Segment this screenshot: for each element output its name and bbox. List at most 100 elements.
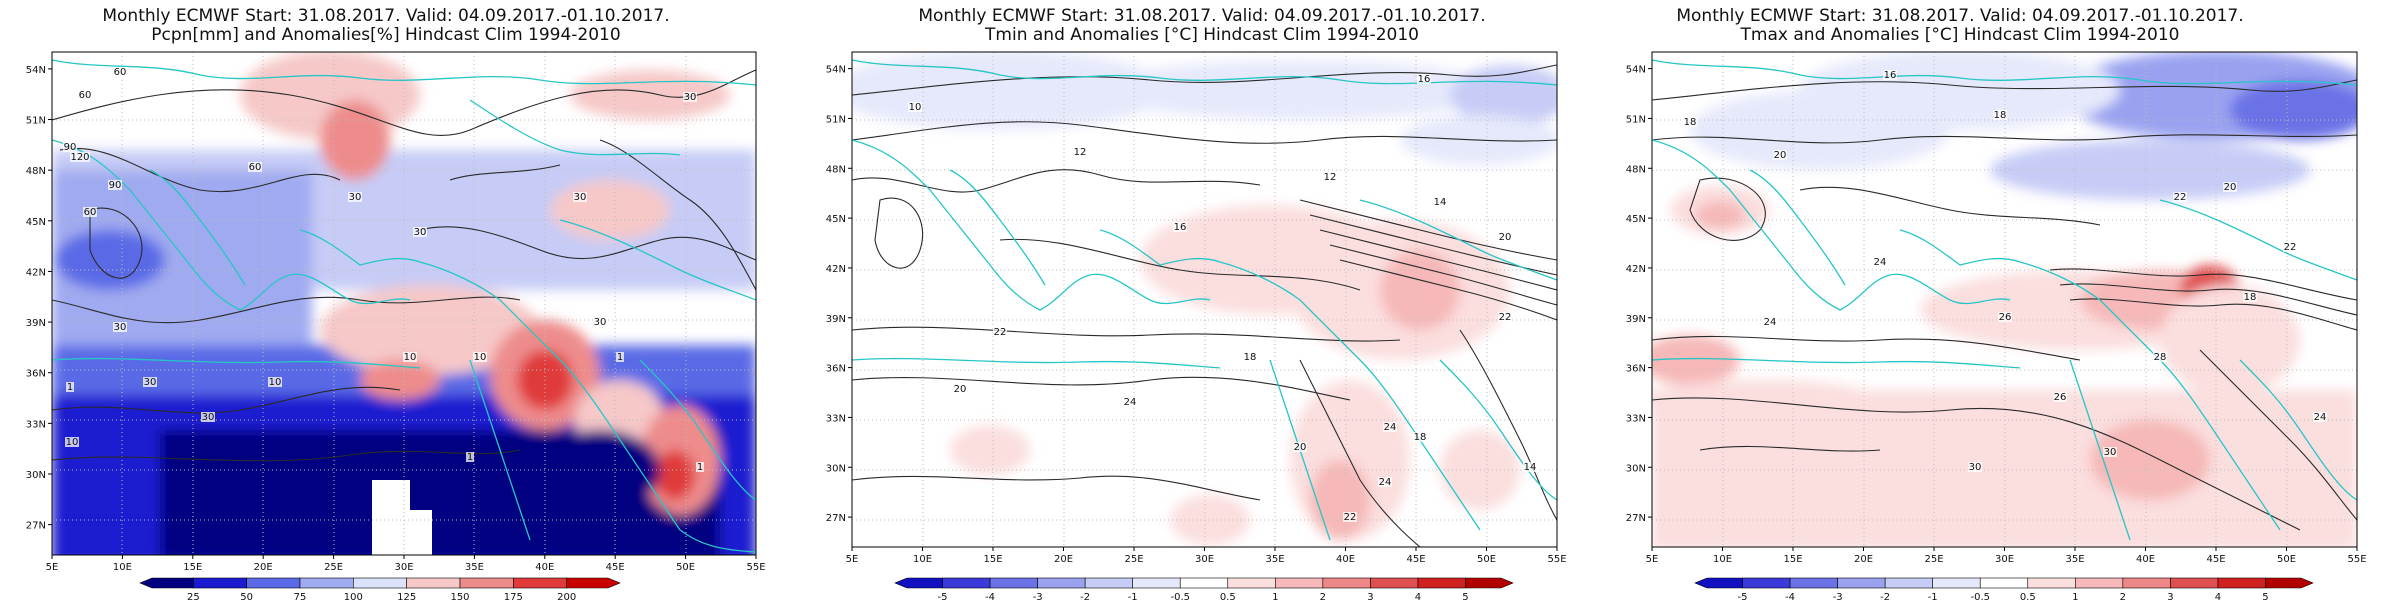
contour-label: 90 (64, 142, 77, 153)
colorbar-swatch (1227, 577, 1276, 589)
lon-tick-label: 30E (394, 562, 413, 573)
lat-tick-label: 33N (1626, 413, 1646, 424)
contour-label: 24 (1874, 257, 1887, 268)
panel-3-contour-labels: 16 18 18 20 22 24 26 28 30 26 30 20 24 18 22 24 (1683, 70, 2327, 473)
contour-label: 30 (1969, 462, 1982, 473)
lat-tick-label: 42N (1626, 264, 1646, 275)
colorbar-label: 100 (344, 592, 363, 600)
contour-label-bg (83, 207, 97, 217)
lon-tick-label: 50E (676, 562, 695, 573)
lon-tick-label: 10E (113, 562, 132, 573)
lon-tick-label: 20E (1854, 554, 1873, 565)
contour-label-bg (268, 377, 282, 387)
colorbar-label: 0.5 (2020, 592, 2036, 600)
contour-label-bg (2283, 242, 2297, 252)
contour-label: 22 (1344, 512, 1357, 523)
colorbar-label: 2 (2120, 592, 2126, 600)
colorbar-swatch (299, 577, 354, 589)
contour-label: 24 (1764, 317, 1777, 328)
colorbar-swatch (894, 577, 943, 589)
colorbar-swatch (2027, 577, 2076, 589)
contour-label: 20 (1774, 150, 1787, 161)
panel-1-title-line1: Monthly ECMWF Start: 31.08.2017. Valid: … (102, 6, 669, 26)
contour-label: 16 (1174, 222, 1187, 233)
colorbar-swatch (1275, 577, 1324, 589)
contour-label-bg (1883, 70, 1897, 80)
colorbar-swatch (1179, 577, 1229, 589)
lat-tick-label: 30N (26, 470, 46, 481)
contour-label-bg (1123, 397, 1137, 407)
contour-label-bg (348, 192, 362, 202)
contour-label-bg (953, 384, 967, 394)
lat-tick-label: 27N (26, 521, 46, 532)
contour-label: 10 (66, 437, 79, 448)
lon-tick-label: 40E (1336, 554, 1355, 565)
contour-label-bg (593, 317, 607, 327)
lat-tick-label: 51N (826, 114, 846, 125)
contour-label-bg (2103, 447, 2117, 457)
contour-label: 1 (67, 382, 73, 393)
contour-label: 14 (1434, 197, 1447, 208)
lat-tick-label: 33N (826, 413, 846, 424)
lat-tick-label: 48N (826, 164, 846, 175)
contour-label: 14 (1524, 462, 1537, 473)
contour-label: 18 (1244, 352, 1257, 363)
panel-2-contour-labels: 16 10 12 12 14 20 22 24 18 14 18 22 24 20 24 20 22 16 (908, 74, 1537, 523)
lat-tick-label: 33N (26, 419, 46, 430)
lat-tick-label: 36N (1626, 364, 1646, 375)
colorbar-label: -3 (1033, 592, 1043, 600)
contour-label-bg (1323, 172, 1337, 182)
colorbar-swatch (2170, 577, 2219, 589)
contour-label: 20 (1499, 232, 1512, 243)
colorbar-label: 4 (1415, 592, 1421, 600)
contour-label-bg (1173, 222, 1187, 232)
panel-3-title-line1: Monthly ECMWF Start: 31.08.2017. Valid: … (1676, 6, 2243, 26)
contour-label: 30 (114, 322, 127, 333)
colorbar-swatch (2265, 577, 2314, 589)
contour-label: 18 (2244, 292, 2257, 303)
panel-1-map-area (52, 52, 756, 555)
lat-tick-label: 51N (1626, 114, 1646, 125)
contour-label-bg (78, 90, 92, 100)
panel-1-coastlines (52, 59, 756, 553)
contour-label-bg (2153, 352, 2167, 362)
contour-label: 20 (2224, 182, 2237, 193)
lon-tick-label: 25E (1124, 554, 1143, 565)
colorbar-swatch (1322, 577, 1371, 589)
contour-label: 18 (1684, 117, 1697, 128)
contour-label-bg (1523, 462, 1537, 472)
colorbar-label: 125 (397, 592, 416, 600)
contour-label-bg (1343, 512, 1357, 522)
contour-label: 24 (1379, 477, 1392, 488)
contour-label: 26 (2054, 392, 2067, 403)
colorbar-swatch (1979, 577, 2029, 589)
panel-1-axes: 5E 10E 15E 20E 25E 30E 35E 40E 45E 50E 55E 54N 51N 48… (26, 65, 766, 573)
contour-label: 16 (1884, 70, 1897, 81)
lat-tick-label: 30N (826, 463, 846, 474)
lat-tick-label: 54N (826, 65, 846, 76)
panel-2-map-area (852, 52, 1557, 547)
colorbar-swatch (1742, 577, 1791, 589)
colorbar-label: -2 (1880, 592, 1890, 600)
lat-tick-label: 54N (26, 65, 46, 76)
colorbar-label: 1 (1272, 592, 1278, 600)
colorbar-label: -0.5 (1970, 592, 1990, 600)
colorbar-label: 1 (2072, 592, 2078, 600)
contour-label-bg (403, 352, 417, 362)
lon-tick-label: 45E (606, 562, 625, 573)
panel-3-axes: 5E 10E 15E 20E 25E 30E 35E 40E 45E 50E 55E 54N 51N 48… (1626, 65, 2367, 565)
colorbar-label: 50 (240, 592, 253, 600)
colorbar-label: 5 (2262, 592, 2268, 600)
panel-3-coastlines (1652, 59, 2357, 541)
lat-tick-label: 42N (26, 267, 46, 278)
contour-label-bg (1293, 442, 1307, 452)
colorbar-swatch (989, 577, 1038, 589)
colorbar-swatch (1132, 577, 1181, 589)
colorbar-swatch (139, 577, 194, 589)
panel-1-colorbar: 25 50 75 100 125 150 175 200 (139, 577, 621, 600)
panel-2-axes: 5E 10E 15E 20E 25E 30E 35E 40E 45E 50E 55E 54N 51N 48… (826, 65, 1567, 565)
lon-tick-label: 35E (2065, 554, 2084, 565)
panel-tmax: Monthly ECMWF Start: 31.08.2017. Valid: … (1626, 6, 2367, 600)
contour-label: 22 (1499, 312, 1512, 323)
